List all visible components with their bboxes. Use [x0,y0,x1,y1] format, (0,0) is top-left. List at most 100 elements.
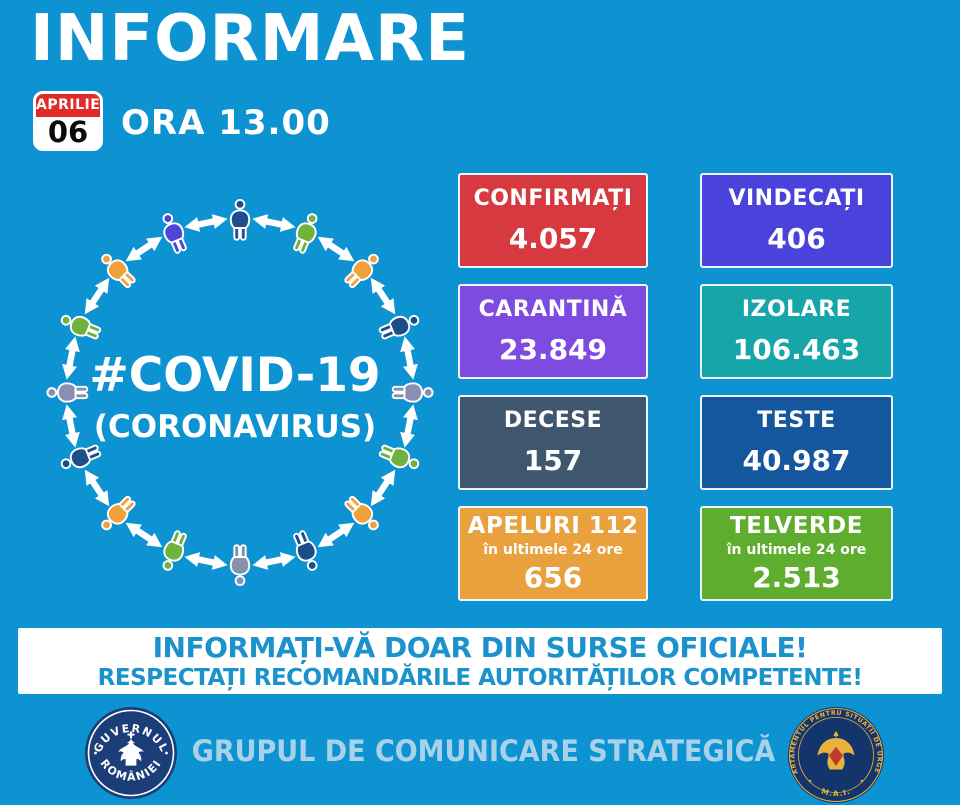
stat-value: 2.513 [752,561,841,594]
double-arrow-glyph [370,469,396,506]
person-icon [152,207,196,258]
double-arrow-glyph [317,236,354,262]
person-glyph [162,530,188,572]
double-arrow-glyph [62,336,81,380]
double-arrow-icon [363,463,404,511]
covid-circle-diagram: #COVID-19 (CORONAVIRUS) [42,194,438,590]
stat-value: 40.987 [742,444,851,477]
stat-value: 157 [523,444,583,477]
double-arrow-icon [77,272,118,320]
double-arrow-glyph [84,469,110,506]
person-glyph [229,198,251,241]
stat-value: 4.057 [508,222,598,255]
person-glyph [343,253,379,289]
dsu-logo: DEPARTAMENTUL PENTRU SITUAȚII DE URGENȚĂ… [786,705,884,803]
stat-sublabel: în ultimele 24 ore [483,542,623,558]
person-glyph [46,381,89,403]
double-arrow-icon [120,515,168,556]
double-arrow-icon [311,229,359,270]
double-arrow-icon [58,401,85,450]
double-arrow-icon [120,229,168,270]
person-glyph [101,495,137,531]
person-glyph [391,381,434,403]
person-glyph [292,530,318,572]
person-icon [284,207,328,258]
stat-box-apeluri-112: APELURI 112 în ultimele 24 ore 656 [458,506,648,601]
double-arrow-icon [58,334,85,383]
person-glyph [378,444,420,470]
stat-label: APELURI 112 [467,513,639,539]
person-icon [55,304,106,348]
date-badge-day: 06 [47,115,89,149]
double-arrow-icon [77,463,118,511]
stat-label: IZOLARE [741,297,852,322]
person-icon [93,488,145,540]
double-arrow-glyph [252,214,296,233]
person-glyph [162,212,188,254]
stat-box-telverde: TELVERDE în ultimele 24 ore 2.513 [700,506,893,601]
person-icon [336,488,388,540]
person-icon [336,245,388,297]
stat-label: DECESE [503,408,603,433]
double-arrow-glyph [399,336,418,380]
person-icon [373,304,424,348]
person-icon [284,525,328,576]
date-badge: APRILIE 06 [33,91,103,151]
diagram-subtitle: (CORONAVIRUS) [93,409,377,445]
double-arrow-icon [395,334,422,383]
stat-label: TELVERDE [730,513,863,539]
banner-line2: RESPECTAȚI RECOMANDĂRILE AUTORITĂȚILOR C… [97,664,863,691]
person-icon [225,198,255,242]
person-glyph [101,253,137,289]
person-icon [391,377,434,407]
footer-center-text: GRUPUL DE COMUNICARE STRATEGICĂ [191,734,776,768]
double-arrow-icon [249,210,298,237]
person-icon [152,525,196,576]
stat-value: 406 [767,222,826,255]
stat-value: 106.463 [732,333,861,366]
stat-box-vindeca-i: VINDECAȚI 406 [700,173,893,268]
double-arrow-glyph [126,236,163,262]
double-arrow-glyph [184,214,228,233]
person-icon [55,436,106,480]
person-glyph [60,444,102,470]
eagle-icon [118,731,144,766]
person-glyph [60,314,102,340]
date-badge-month: APRILIE [36,94,100,117]
stat-value: 23.849 [498,333,608,366]
stat-label: TESTE [757,408,836,433]
double-arrow-icon [395,401,422,450]
double-arrow-icon [363,272,404,320]
stats-grid: CONFIRMAȚI 4.057 VINDECAȚI 406 CARANTINĂ 23.8… [458,173,893,601]
guvernul-romaniei-logo: GUVERNUL ROMÂNIEI [85,707,177,799]
double-arrow-icon [182,547,231,574]
diagram-title: #COVID-19 [89,348,381,403]
stat-label: CONFIRMAȚI [473,186,633,211]
double-arrow-glyph [184,551,228,570]
svg-text:M.A.I.: M.A.I. [820,787,851,799]
double-arrow-glyph [252,551,296,570]
stat-label: VINDECAȚI [728,186,865,211]
double-arrow-glyph [126,522,163,548]
stat-box-izolare: IZOLARE 106.463 [700,284,893,379]
person-glyph [343,495,379,531]
stat-box-decese: DECESE 157 [458,395,648,490]
double-arrow-icon [182,210,231,237]
stat-box-confirma-i: CONFIRMAȚI 4.057 [458,173,648,268]
person-icon [225,543,255,586]
double-arrow-glyph [399,404,418,448]
person-glyph [378,314,420,340]
page-title: INFORMARE [30,2,470,76]
time-label: ORA 13.00 [121,103,331,143]
coat-of-arms-icon [817,731,855,770]
double-arrow-icon [311,515,359,556]
stat-sublabel: în ultimele 24 ore [726,542,867,558]
double-arrow-glyph [317,522,354,548]
double-arrow-glyph [84,278,110,315]
person-glyph [229,543,251,586]
official-sources-banner: INFORMAȚI-VĂ DOAR DIN SURSE OFICIALE! RE… [18,628,942,694]
stat-value: 656 [523,561,583,594]
banner-line1: INFORMAȚI-VĂ DOAR DIN SURSE OFICIALE! [152,630,808,664]
person-glyph [292,212,318,254]
